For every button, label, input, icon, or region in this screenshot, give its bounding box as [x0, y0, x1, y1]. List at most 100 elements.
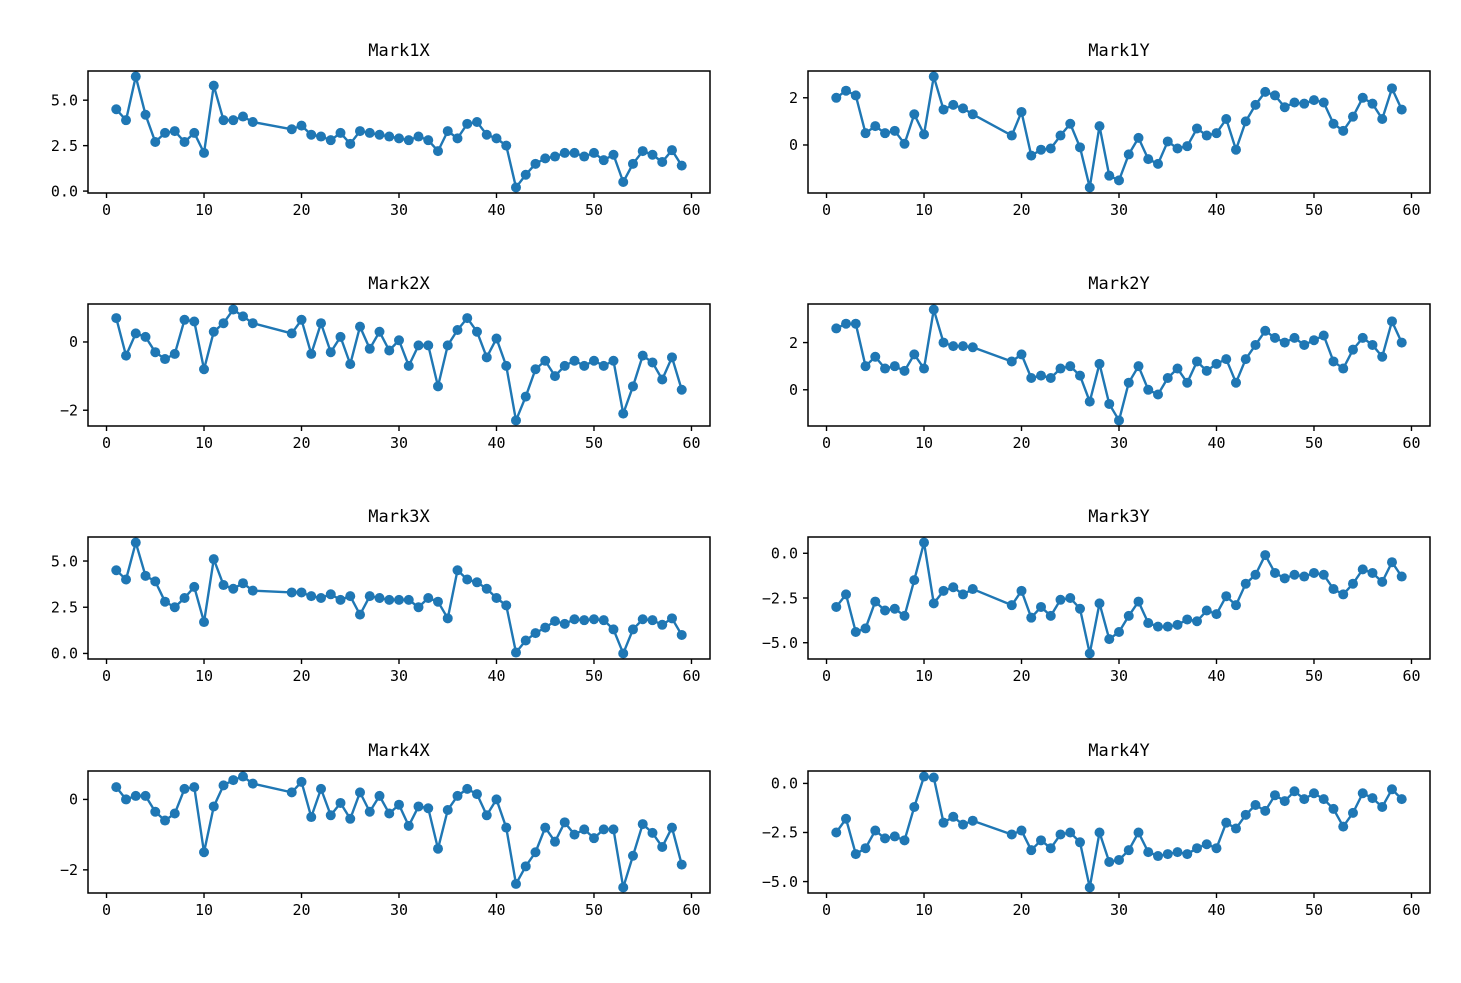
- mark2x-line-chart: 0 10 20 30 40 50 60 −2 0: [60, 303, 711, 452]
- svg-text:−2: −2: [60, 401, 78, 419]
- svg-text:40: 40: [487, 667, 505, 685]
- plot-title-mark1y: Mark1Y: [1088, 41, 1150, 61]
- plot-title-mark1x: Mark1X: [368, 41, 430, 61]
- plot-title-mark4y: Mark4Y: [1088, 741, 1150, 761]
- svg-text:−2: −2: [60, 861, 78, 879]
- subplot-mark2x: Mark2X 0 10 20 30 40 50 60 −2 0: [60, 274, 711, 452]
- svg-text:20: 20: [1012, 434, 1030, 452]
- svg-text:60: 60: [1402, 201, 1420, 219]
- svg-text:60: 60: [1402, 667, 1420, 685]
- svg-text:50: 50: [585, 901, 603, 919]
- mark4y-line-chart: 0 10 20 30 40 50 60 −5.0 −2.5 0.0: [762, 770, 1431, 919]
- mark1y-line-chart: 0 10 20 30 40 50 60 0 2: [789, 70, 1431, 219]
- svg-text:20: 20: [292, 434, 310, 452]
- subplot-mark2y: Mark2Y 0 10 20 30 40 50 60 0 2: [789, 274, 1431, 452]
- svg-text:30: 30: [390, 901, 408, 919]
- svg-text:60: 60: [682, 901, 700, 919]
- svg-text:10: 10: [195, 201, 213, 219]
- svg-text:20: 20: [292, 201, 310, 219]
- svg-text:0: 0: [102, 667, 111, 685]
- svg-text:40: 40: [487, 434, 505, 452]
- svg-text:10: 10: [915, 434, 933, 452]
- mark1x-line-chart: 0 10 20 30 40 50 60 0.0 2.5 5.0: [51, 70, 711, 219]
- subplot-mark3y: Mark3Y 0 10 20 30 40 50 60 −5.0 −2.5 0.0: [762, 507, 1431, 685]
- svg-text:−5.0: −5.0: [762, 634, 798, 652]
- svg-text:30: 30: [390, 201, 408, 219]
- svg-text:−5.0: −5.0: [762, 873, 798, 891]
- svg-text:40: 40: [1207, 434, 1225, 452]
- svg-text:10: 10: [915, 667, 933, 685]
- svg-text:5.0: 5.0: [51, 91, 78, 109]
- svg-text:60: 60: [1402, 901, 1420, 919]
- plot-title-mark2x: Mark2X: [368, 274, 430, 294]
- subplot-mark4y: Mark4Y 0 10 20 30 40 50 60 −5.0 −2.5 0.0: [762, 741, 1431, 919]
- plot-title-mark3x: Mark3X: [368, 507, 430, 527]
- svg-text:30: 30: [1110, 667, 1128, 685]
- svg-text:0: 0: [822, 434, 831, 452]
- svg-text:0.0: 0.0: [771, 545, 798, 563]
- svg-text:20: 20: [1012, 201, 1030, 219]
- svg-text:50: 50: [1305, 434, 1323, 452]
- mark3y-line-chart: 0 10 20 30 40 50 60 −5.0 −2.5 0.0: [762, 536, 1431, 685]
- svg-text:0: 0: [789, 381, 798, 399]
- subplot-mark1x: Mark1X 0 10 20 30 40 50 60 0.0 2.5 5.0: [51, 41, 711, 219]
- svg-text:0: 0: [102, 901, 111, 919]
- svg-text:50: 50: [1305, 901, 1323, 919]
- svg-text:50: 50: [585, 201, 603, 219]
- svg-text:30: 30: [1110, 901, 1128, 919]
- svg-text:50: 50: [585, 434, 603, 452]
- mark2y-line-chart: 0 10 20 30 40 50 60 0 2: [789, 303, 1431, 452]
- svg-text:20: 20: [292, 667, 310, 685]
- svg-text:2.5: 2.5: [51, 598, 78, 616]
- svg-text:5.0: 5.0: [51, 552, 78, 570]
- svg-text:10: 10: [195, 434, 213, 452]
- svg-text:60: 60: [682, 667, 700, 685]
- svg-text:10: 10: [915, 201, 933, 219]
- svg-text:20: 20: [1012, 667, 1030, 685]
- svg-text:0.0: 0.0: [51, 645, 78, 663]
- svg-text:10: 10: [915, 901, 933, 919]
- svg-text:40: 40: [1207, 901, 1225, 919]
- svg-text:20: 20: [292, 901, 310, 919]
- svg-text:0: 0: [69, 333, 78, 351]
- svg-text:40: 40: [1207, 667, 1225, 685]
- svg-text:−2.5: −2.5: [762, 824, 798, 842]
- svg-text:0: 0: [102, 434, 111, 452]
- svg-text:30: 30: [390, 434, 408, 452]
- subplot-mark4x: Mark4X 0 10 20 30 40 50 60 −2 0: [60, 741, 711, 919]
- svg-text:2: 2: [789, 334, 798, 352]
- svg-text:10: 10: [195, 667, 213, 685]
- svg-text:50: 50: [1305, 201, 1323, 219]
- svg-text:30: 30: [1110, 434, 1128, 452]
- svg-text:0: 0: [789, 136, 798, 154]
- mark3x-line-chart: 0 10 20 30 40 50 60 0.0 2.5 5.0: [51, 536, 711, 685]
- svg-text:0.0: 0.0: [51, 182, 78, 200]
- svg-text:2: 2: [789, 89, 798, 107]
- svg-text:10: 10: [195, 901, 213, 919]
- svg-text:40: 40: [487, 901, 505, 919]
- svg-text:50: 50: [1305, 667, 1323, 685]
- svg-text:0: 0: [102, 201, 111, 219]
- subplot-mark1y: Mark1Y 0 10 20 30 40 50 60 0 2: [789, 41, 1431, 219]
- svg-text:0: 0: [822, 667, 831, 685]
- svg-text:0: 0: [822, 201, 831, 219]
- plot-title-mark3y: Mark3Y: [1088, 507, 1150, 527]
- svg-text:60: 60: [682, 434, 700, 452]
- svg-text:40: 40: [487, 201, 505, 219]
- svg-text:0.0: 0.0: [771, 775, 798, 793]
- svg-text:−2.5: −2.5: [762, 589, 798, 607]
- svg-text:60: 60: [1402, 434, 1420, 452]
- mark4x-line-chart: 0 10 20 30 40 50 60 −2 0: [60, 770, 711, 919]
- svg-text:30: 30: [1110, 201, 1128, 219]
- subplot-mark3x: Mark3X 0 10 20 30 40 50 60 0.0 2.5 5.0: [51, 507, 711, 685]
- plot-title-mark4x: Mark4X: [368, 741, 430, 761]
- svg-text:60: 60: [682, 201, 700, 219]
- svg-text:50: 50: [585, 667, 603, 685]
- svg-text:2.5: 2.5: [51, 137, 78, 155]
- svg-text:40: 40: [1207, 201, 1225, 219]
- plot-title-mark2y: Mark2Y: [1088, 274, 1150, 294]
- svg-text:20: 20: [1012, 901, 1030, 919]
- svg-text:0: 0: [822, 901, 831, 919]
- svg-text:30: 30: [390, 667, 408, 685]
